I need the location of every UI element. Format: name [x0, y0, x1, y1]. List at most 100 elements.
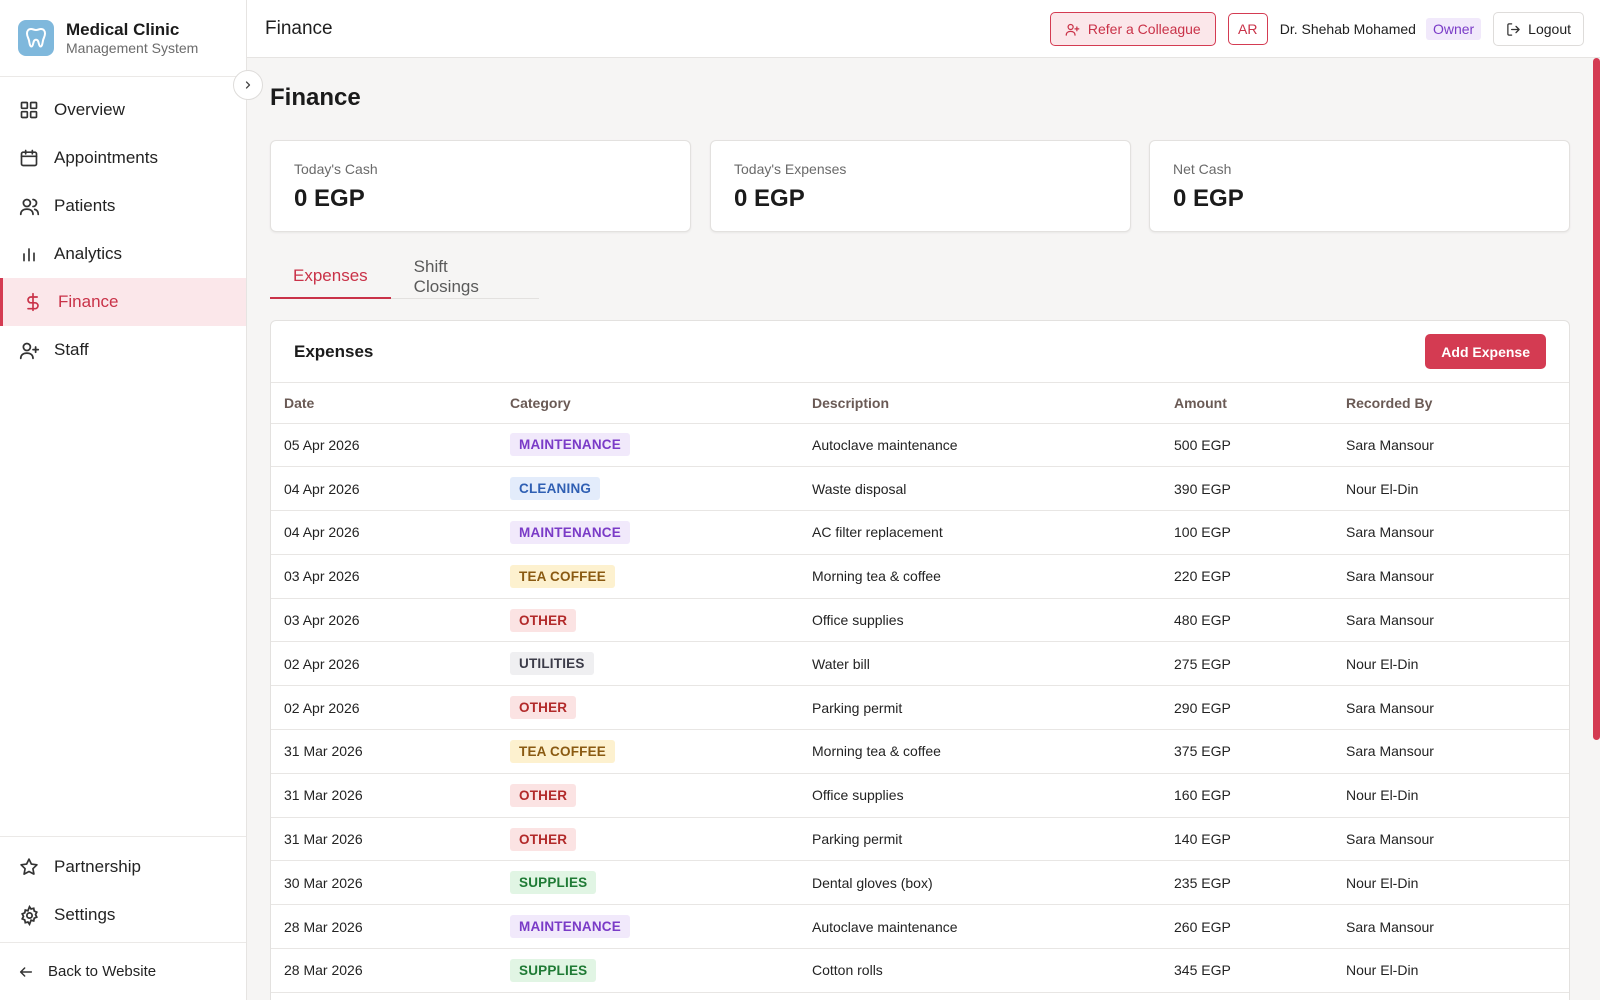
cell-date: 02 Apr 2026 — [271, 685, 497, 731]
cell-description: Waste disposal — [799, 466, 1161, 512]
tooth-logo-icon — [18, 20, 54, 56]
sidebar-item-label: Finance — [58, 292, 119, 311]
cell-recorded-by: Nour El-Din — [1333, 466, 1569, 512]
cell-description: Morning tea & coffee — [799, 554, 1161, 599]
sidebar-collapse-button[interactable] — [233, 70, 263, 100]
category-badge: MAINTENANCE — [510, 520, 630, 544]
panel-title: Expenses — [294, 341, 374, 361]
table-row[interactable]: 05 Apr 2026 MAINTENANCE Autoclave maintena… — [271, 423, 1569, 468]
cell-date: 03 Apr 2026 — [271, 598, 497, 643]
column-header-category[interactable]: Category — [497, 383, 799, 424]
tab-shift-closings[interactable]: Shift Closings — [413, 256, 479, 296]
cell-amount: 100 EGP — [1161, 510, 1333, 555]
cell-category: TEA COFFEE — [497, 729, 799, 774]
cell-category: OTHER — [497, 817, 799, 862]
cell-amount: 345 EGP — [1161, 948, 1333, 993]
sidebar-bottom-nav: Partnership Settings — [0, 836, 246, 939]
cell-date: 30 Mar 2026 — [271, 860, 497, 906]
cell-description: Parking permit — [799, 685, 1161, 731]
add-expense-button[interactable]: Add Expense — [1425, 334, 1546, 369]
table-row[interactable]: 02 Apr 2026 UTILITIES Water bill 275 EGP Nou… — [271, 641, 1569, 687]
table-row[interactable]: 02 Apr 2026 OTHER Parking permit 290 EGP Sar… — [271, 685, 1569, 731]
table-row[interactable]: 28 Mar 2026 SUPPLIES Cotton rolls 345 EGP No… — [271, 948, 1569, 993]
cell-date: 03 Apr 2026 — [271, 554, 497, 599]
finance-tabs: Expenses Shift Closings — [270, 254, 539, 299]
category-badge: UTILITIES — [510, 652, 594, 676]
column-header-amount[interactable]: Amount — [1161, 383, 1333, 424]
sidebar-item-finance[interactable]: Finance — [0, 278, 246, 326]
role-badge: Owner — [1425, 18, 1482, 40]
cell-category: SUPPLIES — [497, 860, 799, 906]
table-row[interactable]: 31 Mar 2026 TEA COFFEE Morning tea & coffe… — [271, 729, 1569, 774]
sidebar-item-appointments[interactable]: Appointments — [0, 134, 246, 182]
refer-colleague-button[interactable]: Refer a Colleague — [1049, 12, 1216, 46]
logout-button[interactable]: Logout — [1493, 12, 1584, 46]
logout-icon — [1506, 22, 1521, 37]
cell-date: 28 Mar 2026 — [271, 904, 497, 950]
sidebar-item-partnership[interactable]: Partnership — [0, 843, 246, 891]
column-header-description[interactable]: Description — [799, 383, 1161, 424]
cell-category: MAINTENANCE — [497, 904, 799, 950]
cell-description: Autoclave maintenance — [799, 904, 1161, 950]
cell-date: 31 Mar 2026 — [271, 817, 497, 862]
category-badge: MAINTENANCE — [510, 433, 630, 457]
cell-recorded-by: Sara Mansour — [1333, 554, 1569, 599]
cell-recorded-by: Sara Mansour — [1333, 598, 1569, 643]
tab-expenses[interactable]: Expenses — [270, 254, 391, 299]
table-row[interactable]: 04 Apr 2026 CLEANING Waste disposal 390 EGP… — [271, 466, 1569, 512]
cell-amount: 275 EGP — [1161, 641, 1333, 687]
sidebar-item-staff[interactable]: Staff — [0, 326, 246, 374]
language-toggle-button[interactable]: AR — [1227, 13, 1268, 45]
table-row[interactable]: 30 Mar 2026 SUPPLIES Dental gloves (box) 23… — [271, 860, 1569, 906]
sidebar-item-label: Settings — [54, 905, 116, 924]
category-badge: OTHER — [510, 608, 577, 632]
cell-recorded-by: Sara Mansour — [1333, 904, 1569, 950]
cell-amount: 390 EGP — [1161, 466, 1333, 512]
stat-label: Today's Expenses — [734, 161, 847, 177]
topbar-title: Finance — [265, 17, 333, 39]
table-header-row: Date Category Description Amount Recorde… — [271, 383, 1569, 424]
cell-category: OTHER — [497, 773, 799, 818]
table-row[interactable]: 28 Mar 2026 MAINTENANCE Autoclave maintena… — [271, 904, 1569, 950]
cell-date: 31 Mar 2026 — [271, 729, 497, 774]
back-to-website-link[interactable]: Back to Website — [0, 942, 246, 1000]
stat-card-todays-cash: Today's Cash 0 EGP — [270, 140, 691, 232]
sidebar-item-settings[interactable]: Settings — [0, 891, 246, 939]
cell-description: AC filter replacement — [799, 510, 1161, 555]
sidebar-item-label: Partnership — [54, 857, 141, 876]
cell-date: 28 Mar 2026 — [271, 948, 497, 993]
cell-recorded-by: Sara Mansour — [1333, 423, 1569, 468]
expenses-table: Date Category Description Amount Recorde… — [271, 383, 1569, 993]
cell-amount: 500 EGP — [1161, 423, 1333, 468]
stat-value: 0 EGP — [734, 185, 805, 212]
cell-category: UTILITIES — [497, 641, 799, 687]
page-scrollbar[interactable] — [1593, 58, 1600, 740]
table-row[interactable]: 03 Apr 2026 OTHER Office supplies 480 EGP Sa… — [271, 598, 1569, 643]
column-header-recorded-by[interactable]: Recorded By — [1333, 383, 1569, 424]
cell-recorded-by: Sara Mansour — [1333, 729, 1569, 774]
refer-label: Refer a Colleague — [1087, 21, 1201, 37]
cell-description: Autoclave maintenance — [799, 423, 1161, 468]
cell-category: SUPPLIES — [497, 948, 799, 993]
cell-recorded-by: Sara Mansour — [1333, 510, 1569, 555]
table-row[interactable]: 04 Apr 2026 MAINTENANCE AC filter replacem… — [271, 510, 1569, 555]
main-content: Finance Today's Cash 0 EGP Today's Expen… — [247, 58, 1600, 1000]
cell-date: 31 Mar 2026 — [271, 773, 497, 818]
calendar-icon — [18, 147, 40, 169]
table-row[interactable]: 31 Mar 2026 OTHER Parking permit 140 EGP Sar… — [271, 817, 1569, 862]
expenses-panel: Expenses Add Expense Date Category Descr… — [270, 320, 1570, 1000]
grid-icon — [18, 99, 40, 121]
cell-category: MAINTENANCE — [497, 423, 799, 468]
sidebar-item-analytics[interactable]: Analytics — [0, 230, 246, 278]
category-badge: TEA COFFEE — [510, 564, 616, 588]
column-header-date[interactable]: Date — [271, 383, 497, 424]
bar-chart-icon — [18, 243, 40, 265]
sidebar-item-patients[interactable]: Patients — [0, 182, 246, 230]
user-plus-icon — [1065, 22, 1080, 37]
sidebar-item-label: Analytics — [54, 244, 123, 263]
sidebar-item-overview[interactable]: Overview — [0, 86, 246, 134]
sidebar-item-label: Staff — [54, 340, 89, 359]
table-row[interactable]: 31 Mar 2026 OTHER Office supplies 160 EGP No… — [271, 773, 1569, 818]
stat-label: Today's Cash — [294, 161, 378, 177]
table-row[interactable]: 03 Apr 2026 TEA COFFEE Morning tea & coffe… — [271, 554, 1569, 599]
